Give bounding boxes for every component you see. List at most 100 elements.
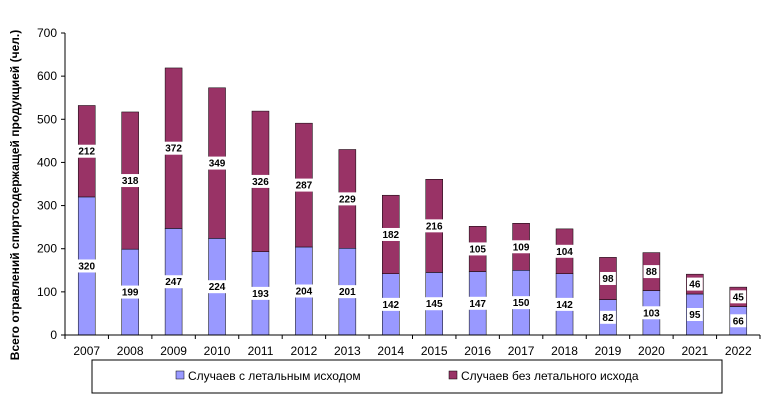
data-label: 45 — [733, 292, 745, 303]
data-label-bg — [509, 240, 533, 254]
x-axis: 2007 2008 2009 2010 2011 2012 2013 2014 2015 2016… — [64, 334, 761, 358]
data-label: 103 — [643, 308, 660, 319]
data-label-bg — [466, 296, 489, 310]
data-label-bg — [249, 286, 272, 300]
data-label: 199 — [122, 288, 139, 299]
data-label-bg — [379, 227, 402, 241]
x-tick-label: 2009 — [160, 344, 187, 358]
data-label-bg — [75, 259, 98, 273]
data-label: 105 — [469, 244, 486, 255]
x-tick-label: 2013 — [334, 344, 361, 358]
data-label-bg — [119, 174, 142, 188]
data-label-bg — [119, 285, 142, 299]
x-tick-label: 2019 — [595, 344, 622, 358]
y-axis-label: Всего отравлений спиртсодержащей продукц… — [8, 30, 22, 360]
legend: Случаев с летальным исходом Случаев без … — [91, 359, 723, 394]
data-label: 109 — [513, 242, 530, 253]
legend-label-fatal: Случаев с летальным исходом — [188, 369, 361, 383]
data-label-bg — [162, 141, 185, 155]
y-tick-label: 300 — [37, 199, 57, 213]
data-label-bg — [730, 290, 747, 304]
data-label-bg — [379, 297, 402, 311]
y-axis-title: Всего отравлений спиртсодержащей продукц… — [8, 30, 22, 360]
data-label: 229 — [339, 194, 356, 205]
x-tick-label: 2011 — [248, 344, 274, 358]
data-label-bg — [336, 285, 359, 299]
data-label: 318 — [122, 176, 139, 187]
data-label-bg — [643, 265, 660, 279]
data-label: 193 — [252, 289, 269, 300]
data-label: 82 — [602, 313, 614, 324]
data-label-bg — [686, 308, 703, 322]
data-label-bg — [553, 244, 576, 258]
data-label: 142 — [556, 300, 573, 311]
data-label-bg — [466, 242, 489, 256]
x-tick-label: 2016 — [464, 344, 491, 358]
x-tick-label: 2010 — [204, 344, 231, 358]
data-label: 95 — [689, 310, 701, 321]
y-axis: 0 100 200 300 400 500 600 700 — [37, 26, 66, 342]
data-label-bg — [600, 271, 616, 285]
legend-swatch-nonfatal — [448, 370, 458, 380]
y-tick-label: 600 — [37, 69, 57, 83]
data-label: 287 — [296, 181, 313, 192]
x-tick-label: 2012 — [291, 344, 318, 358]
x-tick-label: 2014 — [377, 344, 404, 358]
data-label: 247 — [165, 277, 182, 288]
legend-swatch-fatal — [175, 370, 185, 380]
data-label-bg — [553, 297, 576, 311]
x-tick-label: 2007 — [73, 344, 100, 358]
data-label: 88 — [646, 267, 658, 278]
data-label-bg — [336, 192, 359, 206]
data-label-bg — [249, 174, 272, 188]
data-label-bg — [509, 296, 533, 310]
data-label: 216 — [426, 221, 443, 232]
data-label: 46 — [689, 280, 701, 291]
data-label: 66 — [733, 316, 745, 327]
x-tick-label: 2017 — [508, 344, 535, 358]
data-label: 98 — [602, 274, 614, 285]
y-tick-label: 100 — [37, 285, 57, 299]
y-tick-label: 400 — [37, 155, 57, 169]
data-label-bg — [686, 277, 703, 291]
data-label: 201 — [339, 287, 356, 298]
data-label: 204 — [296, 286, 313, 297]
y-tick-label: 700 — [37, 26, 57, 40]
data-label-bg — [423, 297, 446, 311]
x-tick-label: 2015 — [421, 344, 448, 358]
x-tick-label: 2020 — [638, 344, 665, 358]
data-labels: 320 212 199 318 247 372 224 349 193 326 204 287 201 2… — [75, 141, 747, 328]
y-tick-label: 0 — [50, 328, 57, 342]
data-label-bg — [292, 284, 316, 298]
data-label: 326 — [252, 177, 269, 188]
data-label: 147 — [469, 299, 486, 310]
data-label: 145 — [426, 299, 443, 310]
y-tick-label: 500 — [37, 112, 57, 126]
x-tick-label: 2022 — [725, 344, 752, 358]
legend-label-nonfatal: Случаев без летального исхода — [461, 369, 639, 383]
data-label: 142 — [382, 300, 399, 311]
data-label-bg — [205, 156, 229, 170]
data-label-bg — [162, 275, 185, 289]
x-tick-label: 2018 — [551, 344, 578, 358]
data-label: 372 — [165, 144, 182, 155]
data-label-bg — [730, 314, 747, 328]
data-label: 349 — [209, 159, 226, 170]
data-label-bg — [600, 310, 616, 324]
data-label: 104 — [556, 247, 573, 258]
data-label: 182 — [382, 230, 399, 241]
data-label-bg — [423, 219, 446, 233]
data-label: 224 — [209, 282, 226, 293]
data-label-bg — [640, 306, 663, 320]
data-label: 150 — [513, 298, 530, 309]
data-label-bg — [205, 280, 229, 294]
y-tick-label: 200 — [37, 242, 57, 256]
x-tick-label: 2021 — [681, 344, 708, 358]
legend-box — [91, 359, 723, 394]
data-label: 320 — [78, 261, 95, 272]
x-tick-label: 2008 — [117, 344, 144, 358]
data-label-bg — [292, 178, 316, 192]
data-label-bg — [75, 144, 98, 158]
data-label: 212 — [78, 147, 95, 158]
